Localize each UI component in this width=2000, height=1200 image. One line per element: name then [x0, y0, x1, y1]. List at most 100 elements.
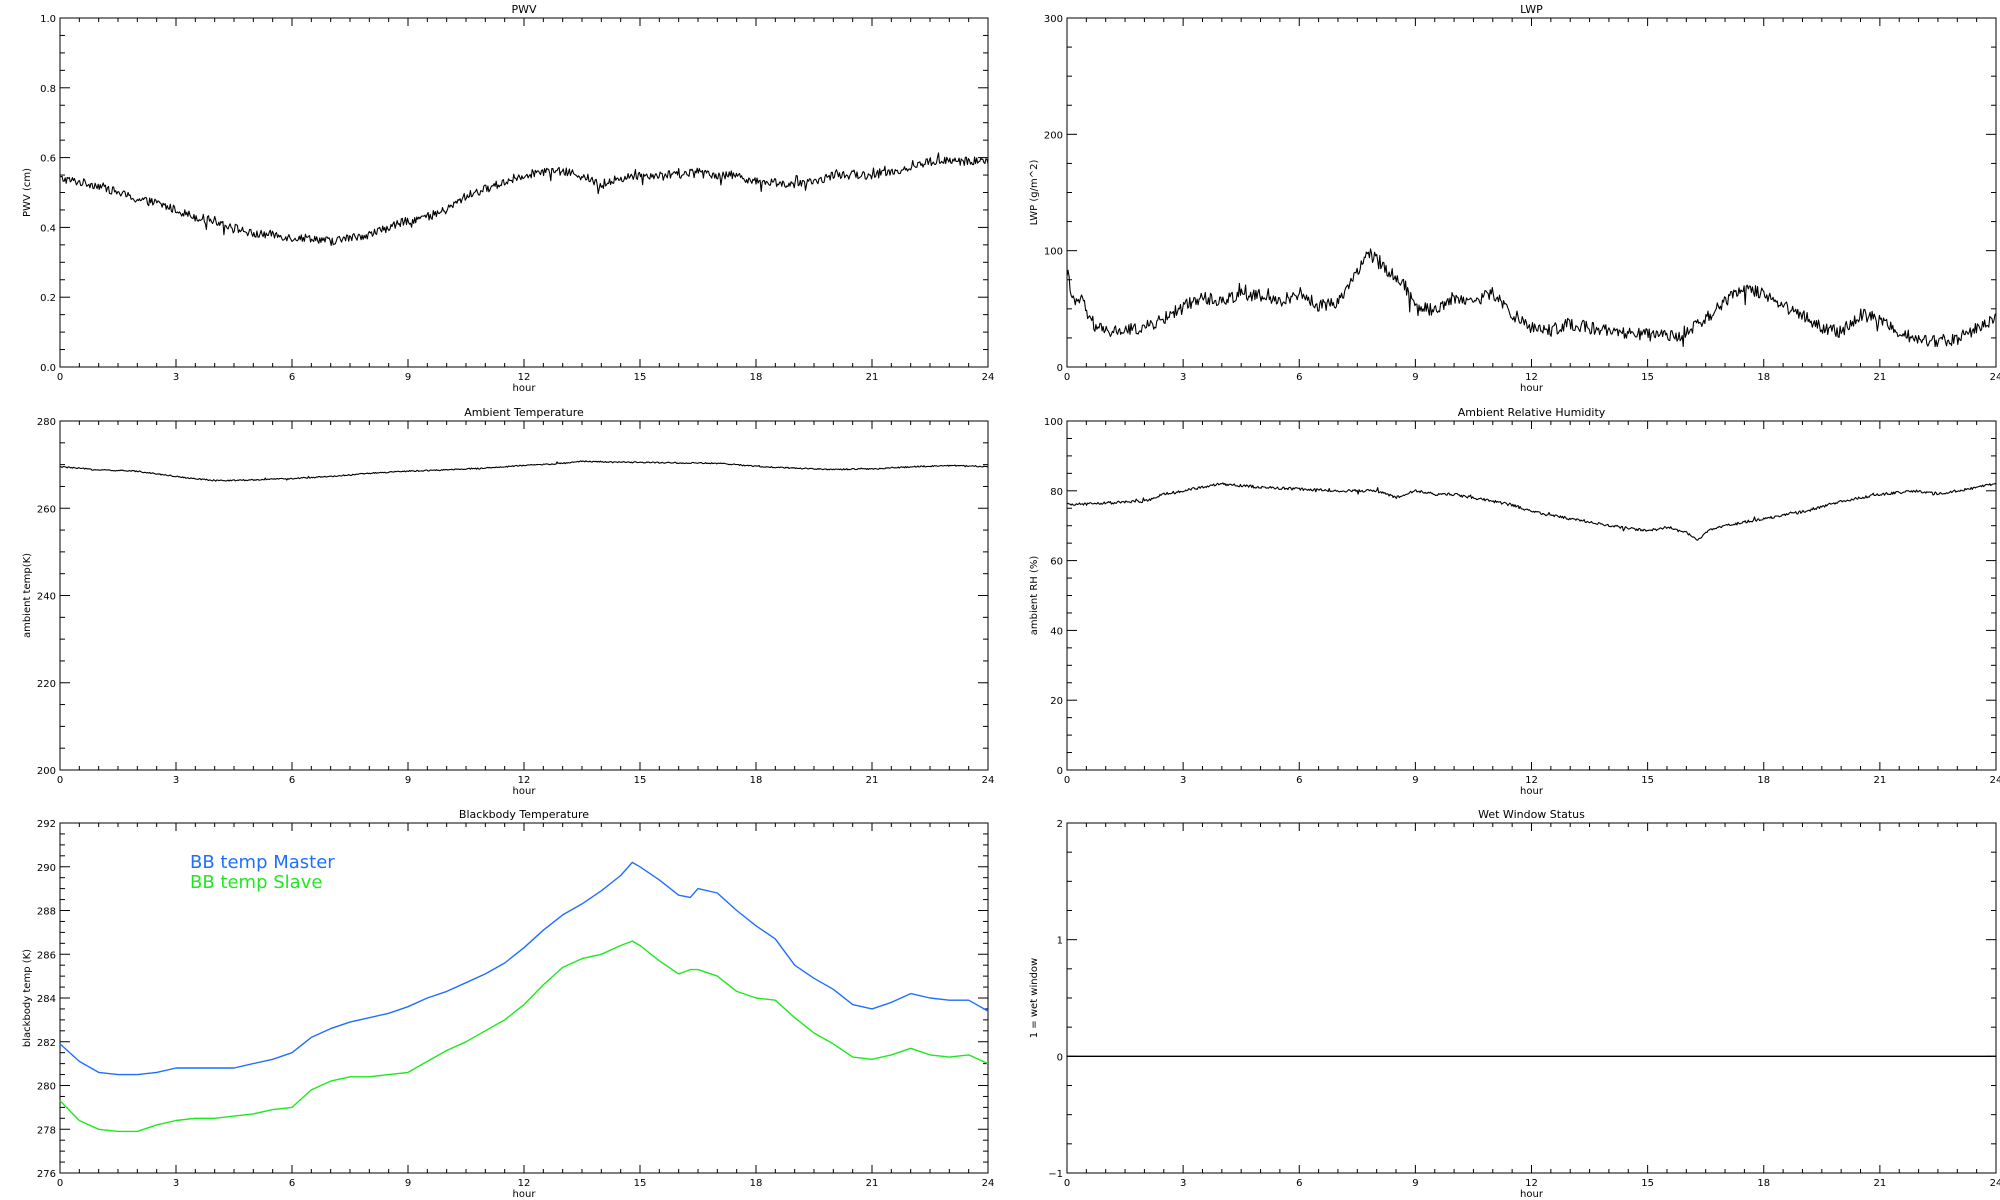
y-tick-label: 100: [1044, 417, 1063, 428]
x-tick-label: 6: [1296, 372, 1302, 383]
y-tick-label: 1.0: [40, 14, 56, 25]
y-axis-label: blackbody temp (K): [22, 949, 33, 1047]
y-tick-label: 260: [37, 504, 56, 515]
y-tick-label: 220: [37, 679, 56, 690]
chart-title: PWV: [511, 3, 537, 16]
x-tick-label: 18: [1757, 775, 1770, 786]
x-tick-label: 0: [57, 372, 63, 383]
series-line-bb-temp-master: [59, 861, 989, 1076]
y-tick-label: 80: [1050, 487, 1063, 498]
y-tick-label: 1: [1057, 936, 1063, 947]
x-tick-label: 12: [518, 1178, 531, 1189]
x-tick-label: 18: [750, 1178, 763, 1189]
panel-ambient_temp: Ambient Temperature 0 3 6 9 12 15 18 21 24 hour 200…: [22, 406, 994, 797]
x-tick-label: 21: [1874, 1178, 1887, 1189]
y-axis-label: LWP (g/m^2): [1029, 160, 1040, 226]
plot-frame: [1066, 420, 1997, 771]
y-axis-label: 1 = wet window: [1029, 958, 1040, 1038]
x-tick-label: 15: [634, 372, 647, 383]
x-tick-label: 0: [1064, 1178, 1070, 1189]
y-tick-label: 278: [37, 1125, 56, 1136]
x-tick-label: 3: [173, 372, 179, 383]
y-tick-label: 240: [37, 592, 56, 603]
x-axis-label: hour: [1520, 786, 1544, 797]
plot-frame: [1066, 822, 1997, 1174]
x-tick-label: 6: [1296, 775, 1302, 786]
plot-frame: [1066, 17, 1997, 368]
x-tick-label: 0: [1064, 372, 1070, 383]
x-tick-label: 21: [866, 372, 879, 383]
x-tick-label: 3: [1180, 1178, 1186, 1189]
y-tick-label: 40: [1050, 626, 1063, 637]
x-tick-label: 6: [1296, 1178, 1302, 1189]
chart-title: Ambient Temperature: [464, 406, 584, 419]
x-axis-label: hour: [513, 1189, 537, 1200]
plot-frame: [59, 17, 989, 368]
y-tick-label: 200: [37, 766, 56, 777]
x-tick-label: 15: [1641, 775, 1654, 786]
x-tick-label: 21: [866, 1178, 879, 1189]
x-tick-label: 9: [1412, 1178, 1418, 1189]
x-tick-label: 6: [289, 372, 295, 383]
y-axis-label: ambient RH (%): [1029, 556, 1040, 636]
chart-title: LWP: [1520, 3, 1543, 16]
x-tick-label: 15: [634, 1178, 647, 1189]
x-tick-label: 21: [1874, 372, 1887, 383]
x-tick-label: 24: [982, 372, 995, 383]
x-axis-label: hour: [1520, 383, 1544, 394]
x-tick-label: 9: [405, 775, 411, 786]
y-axis-label: ambient temp(K): [22, 553, 33, 638]
y-tick-label: 280: [37, 417, 56, 428]
chart-title: Wet Window Status: [1478, 808, 1585, 821]
y-tick-label: 292: [37, 819, 56, 830]
x-tick-label: 3: [1180, 775, 1186, 786]
x-tick-label: 9: [1412, 775, 1418, 786]
x-tick-label: 12: [518, 372, 531, 383]
y-tick-label: 60: [1050, 557, 1063, 568]
y-tick-label: 100: [1044, 247, 1063, 258]
x-tick-label: 15: [1641, 1178, 1654, 1189]
y-tick-label: 300: [1044, 14, 1063, 25]
y-tick-label: 200: [1044, 130, 1063, 141]
legend-entry: BB temp Slave: [190, 872, 322, 893]
x-tick-label: 15: [634, 775, 647, 786]
x-tick-label: 9: [405, 1178, 411, 1189]
x-tick-label: 18: [750, 372, 763, 383]
x-tick-label: 18: [1757, 1178, 1770, 1189]
y-tick-label: 0.4: [40, 223, 56, 234]
panel-lwp: LWP 0 3 6 9 12 15 18 21 24 hour 0 100 200 300 LWP (g/m^…: [1029, 3, 2000, 394]
x-tick-label: 21: [866, 775, 879, 786]
x-tick-label: 0: [57, 775, 63, 786]
x-tick-label: 6: [289, 775, 295, 786]
x-tick-label: 24: [982, 775, 995, 786]
y-tick-label: 0.6: [40, 154, 56, 165]
series-line-lwp: [1066, 248, 1997, 348]
x-axis-label: hour: [513, 383, 537, 394]
panel-bb_temp: Blackbody Temperature 0 3 6 9 12 15 18 21 24 hour 2…: [22, 808, 994, 1200]
y-tick-label: −1: [1048, 1169, 1063, 1180]
y-tick-label: 0: [1057, 363, 1063, 374]
y-tick-label: 286: [37, 950, 56, 961]
x-tick-label: 9: [1412, 372, 1418, 383]
x-tick-label: 15: [1641, 372, 1654, 383]
x-tick-label: 18: [1757, 372, 1770, 383]
plot-frame: [59, 420, 989, 771]
x-tick-label: 12: [1525, 1178, 1538, 1189]
y-tick-label: 0.2: [40, 293, 56, 304]
x-tick-label: 3: [173, 775, 179, 786]
y-tick-label: 290: [37, 863, 56, 874]
x-tick-label: 0: [1064, 775, 1070, 786]
x-tick-label: 24: [982, 1178, 995, 1189]
y-axis-label: PWV (cm): [22, 168, 33, 217]
legend-entry: BB temp Master: [190, 852, 335, 873]
x-tick-label: 24: [1990, 372, 2000, 383]
x-axis-label: hour: [513, 786, 537, 797]
panel-ambient_rh: Ambient Relative Humidity 0 3 6 9 12 15 18 21 24 h…: [1029, 406, 2000, 797]
x-tick-label: 3: [1180, 372, 1186, 383]
x-tick-label: 3: [173, 1178, 179, 1189]
x-axis-label: hour: [1520, 1189, 1544, 1200]
x-tick-label: 9: [405, 372, 411, 383]
x-tick-label: 6: [289, 1178, 295, 1189]
